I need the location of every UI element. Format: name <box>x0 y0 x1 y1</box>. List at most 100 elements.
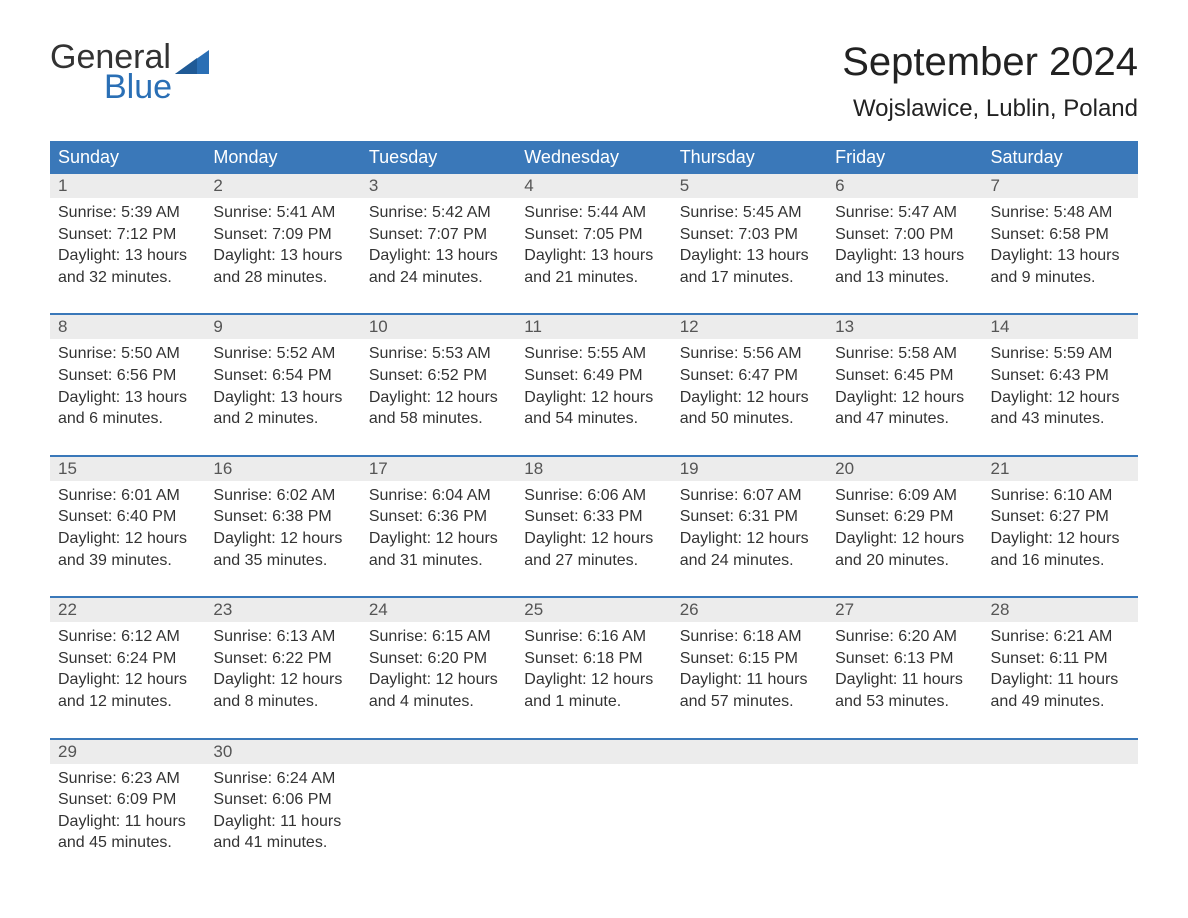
day-content-row: Sunrise: 6:23 AMSunset: 6:09 PM Daylight:… <box>50 764 1138 854</box>
day-number: 14 <box>983 314 1138 339</box>
sunset-line: Sunset: 6:15 PM <box>680 648 819 670</box>
day-cell: Sunrise: 6:24 AMSunset: 6:06 PMDaylight:… <box>205 764 360 854</box>
week-spacer <box>50 288 1138 314</box>
week-spacer <box>50 430 1138 456</box>
daylight-line-2: and 24 minutes. <box>369 267 508 289</box>
daylight-line-2: and 43 minutes. <box>991 408 1130 430</box>
title-block: September 2024 Wojslawice, Lublin, Polan… <box>842 40 1138 123</box>
sunrise-line: Sunrise: 5:53 AM <box>369 343 508 365</box>
day-cell: Sunrise: 5:44 AMSunset: 7:05 PMDaylight:… <box>516 198 671 288</box>
day-cell: Sunrise: 6:21 AMSunset: 6:11 PMDaylight:… <box>983 622 1138 712</box>
day-cell: Sunrise: 5:50 AMSunset: 6:56 PMDaylight:… <box>50 339 205 429</box>
day-cell: Sunrise: 5:45 AMSunset: 7:03 PMDaylight:… <box>672 198 827 288</box>
empty-cell <box>361 764 516 854</box>
sunrise-line: Sunrise: 6:12 AM <box>58 626 197 648</box>
daylight-line-2: and 20 minutes. <box>835 550 974 572</box>
daylight-line-1: Daylight: 12 hours <box>58 528 197 550</box>
daylight-line-2: and 28 minutes. <box>213 267 352 289</box>
day-number: 4 <box>516 174 671 198</box>
day-cell: Sunrise: 5:59 AMSunset: 6:43 PMDaylight:… <box>983 339 1138 429</box>
day-header: Monday <box>205 141 360 174</box>
daylight-line-2: and 2 minutes. <box>213 408 352 430</box>
day-cell: Sunrise: 5:53 AMSunset: 6:52 PMDaylight:… <box>361 339 516 429</box>
day-header: Wednesday <box>516 141 671 174</box>
logo-text-blue: Blue <box>50 70 209 104</box>
day-content-row: Sunrise: 5:50 AMSunset: 6:56 PMDaylight:… <box>50 339 1138 429</box>
sunset-line: Sunset: 7:07 PM <box>369 224 508 246</box>
day-number: 7 <box>983 174 1138 198</box>
day-number: 29 <box>50 739 205 764</box>
daylight-line-2: and 47 minutes. <box>835 408 974 430</box>
day-cell: Sunrise: 6:15 AMSunset: 6:20 PMDaylight:… <box>361 622 516 712</box>
sunrise-line: Sunrise: 6:04 AM <box>369 485 508 507</box>
sunrise-line: Sunrise: 5:44 AM <box>524 202 663 224</box>
day-cell: Sunrise: 5:41 AMSunset: 7:09 PMDaylight:… <box>205 198 360 288</box>
sunrise-line: Sunrise: 5:59 AM <box>991 343 1130 365</box>
daylight-line-2: and 27 minutes. <box>524 550 663 572</box>
sunrise-line: Sunrise: 5:58 AM <box>835 343 974 365</box>
daylight-line-2: and 21 minutes. <box>524 267 663 289</box>
sunset-line: Sunset: 6:24 PM <box>58 648 197 670</box>
day-cell: Sunrise: 6:20 AMSunset: 6:13 PMDaylight:… <box>827 622 982 712</box>
daylight-line-1: Daylight: 12 hours <box>213 528 352 550</box>
sunset-line: Sunset: 6:33 PM <box>524 506 663 528</box>
daylight-line-1: Daylight: 12 hours <box>680 387 819 409</box>
daylight-line-1: Daylight: 13 hours <box>680 245 819 267</box>
calendar-table: SundayMondayTuesdayWednesdayThursdayFrid… <box>50 141 1138 854</box>
day-number: 5 <box>672 174 827 198</box>
day-number: 8 <box>50 314 205 339</box>
logo: General Blue <box>50 40 209 104</box>
sunset-line: Sunset: 7:03 PM <box>680 224 819 246</box>
sunrise-line: Sunrise: 5:52 AM <box>213 343 352 365</box>
day-content-row: Sunrise: 5:39 AMSunset: 7:12 PMDaylight:… <box>50 198 1138 288</box>
day-number: 13 <box>827 314 982 339</box>
day-content-row: Sunrise: 6:01 AMSunset: 6:40 PMDaylight:… <box>50 481 1138 571</box>
day-cell: Sunrise: 5:39 AMSunset: 7:12 PMDaylight:… <box>50 198 205 288</box>
sunset-line: Sunset: 6:49 PM <box>524 365 663 387</box>
sunrise-line: Sunrise: 5:50 AM <box>58 343 197 365</box>
location: Wojslawice, Lublin, Poland <box>842 95 1138 123</box>
sunset-line: Sunset: 6:36 PM <box>369 506 508 528</box>
day-cell: Sunrise: 5:58 AMSunset: 6:45 PMDaylight:… <box>827 339 982 429</box>
sunset-line: Sunset: 6:58 PM <box>991 224 1130 246</box>
sunrise-line: Sunrise: 6:02 AM <box>213 485 352 507</box>
day-cell: Sunrise: 6:07 AMSunset: 6:31 PMDaylight:… <box>672 481 827 571</box>
day-number: 28 <box>983 597 1138 622</box>
day-number: 26 <box>672 597 827 622</box>
empty-cell <box>827 764 982 854</box>
day-content-row: Sunrise: 6:12 AMSunset: 6:24 PMDaylight:… <box>50 622 1138 712</box>
day-number: 10 <box>361 314 516 339</box>
day-cell: Sunrise: 6:01 AMSunset: 6:40 PMDaylight:… <box>50 481 205 571</box>
sunrise-line: Sunrise: 6:01 AM <box>58 485 197 507</box>
day-cell: Sunrise: 5:47 AMSunset: 7:00 PMDaylight:… <box>827 198 982 288</box>
day-number: 9 <box>205 314 360 339</box>
daylight-line-1: Daylight: 11 hours <box>213 811 352 833</box>
day-header-row: SundayMondayTuesdayWednesdayThursdayFrid… <box>50 141 1138 174</box>
sunset-line: Sunset: 6:40 PM <box>58 506 197 528</box>
day-cell: Sunrise: 6:02 AMSunset: 6:38 PMDaylight:… <box>205 481 360 571</box>
sunrise-line: Sunrise: 6:20 AM <box>835 626 974 648</box>
day-number: 6 <box>827 174 982 198</box>
day-number-row: 2930 <box>50 739 1138 764</box>
empty-cell <box>827 739 982 764</box>
daylight-line-2: and 54 minutes. <box>524 408 663 430</box>
sunset-line: Sunset: 6:06 PM <box>213 789 352 811</box>
sunset-line: Sunset: 6:09 PM <box>58 789 197 811</box>
sunset-line: Sunset: 6:22 PM <box>213 648 352 670</box>
day-header: Sunday <box>50 141 205 174</box>
sunrise-line: Sunrise: 6:21 AM <box>991 626 1130 648</box>
daylight-line-1: Daylight: 11 hours <box>835 669 974 691</box>
day-cell: Sunrise: 6:13 AMSunset: 6:22 PMDaylight:… <box>205 622 360 712</box>
empty-cell <box>516 764 671 854</box>
day-number: 12 <box>672 314 827 339</box>
daylight-line-1: Daylight: 13 hours <box>991 245 1130 267</box>
daylight-line-1: Daylight: 12 hours <box>58 669 197 691</box>
day-number: 19 <box>672 456 827 481</box>
sunrise-line: Sunrise: 6:10 AM <box>991 485 1130 507</box>
sunset-line: Sunset: 6:11 PM <box>991 648 1130 670</box>
sunset-line: Sunset: 6:45 PM <box>835 365 974 387</box>
sunrise-line: Sunrise: 6:16 AM <box>524 626 663 648</box>
day-number: 30 <box>205 739 360 764</box>
sunrise-line: Sunrise: 6:23 AM <box>58 768 197 790</box>
day-cell: Sunrise: 6:04 AMSunset: 6:36 PMDaylight:… <box>361 481 516 571</box>
